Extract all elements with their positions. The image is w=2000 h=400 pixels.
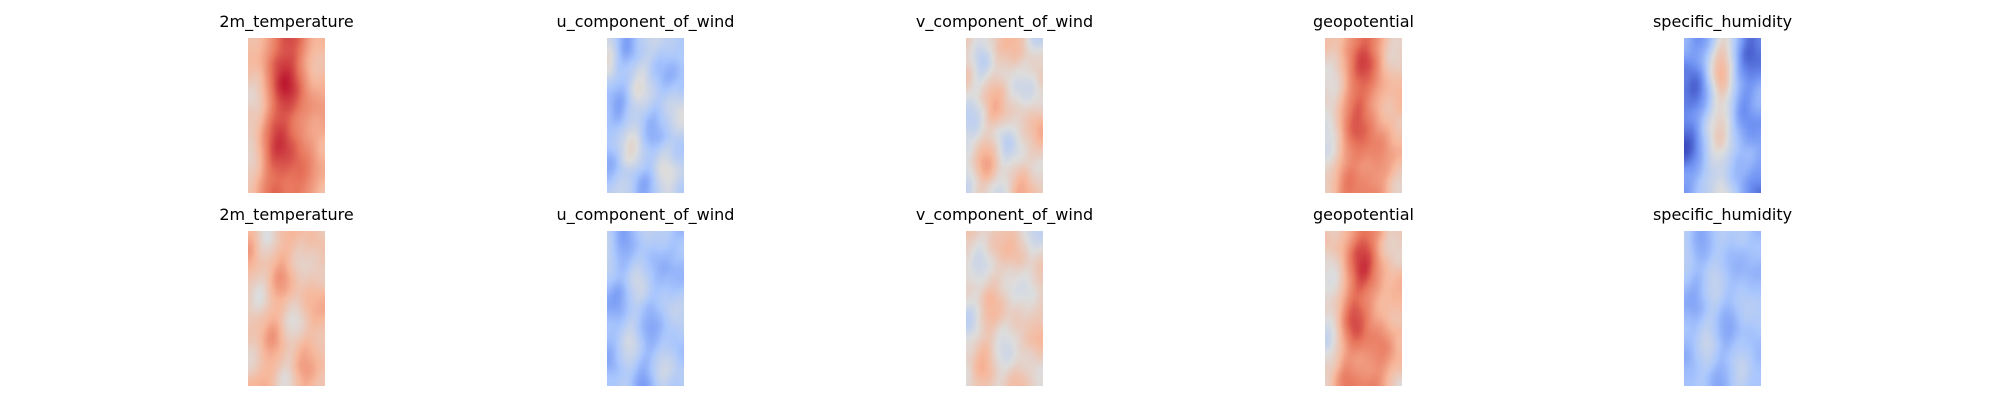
panel-row2-geopotential: geopotential [1313,205,1414,386]
panel-row2-u-component-of-wind: u_component_of_wind [557,205,734,386]
heatmap-u-component-of-wind-row2 [607,231,684,386]
panel-row1-u-component-of-wind: u_component_of_wind [557,12,734,193]
panel-row2-2m-temperature: 2m_temperature [219,205,354,386]
panel-title: geopotential [1313,205,1414,224]
panel-title: v_component_of_wind [915,12,1094,31]
panel-title: u_component_of_wind [556,205,735,224]
panel-title: 2m_temperature [219,12,354,31]
panel-row1-v-component-of-wind: v_component_of_wind [916,12,1093,193]
panel-title: 2m_temperature [219,205,354,224]
panel-title: v_component_of_wind [915,205,1094,224]
panel-title: specific_humidity [1652,12,1793,31]
heatmap-geopotential-row1 [1325,38,1402,193]
panel-row2-v-component-of-wind: v_component_of_wind [916,205,1093,386]
heatmap-2m-temperature-row1 [248,38,325,193]
panel-title: u_component_of_wind [556,12,735,31]
heatmap-specific-humidity-row2 [1684,231,1761,386]
heatmap-geopotential-row2 [1325,231,1402,386]
heatmap-v-component-of-wind-row1 [966,38,1043,193]
heatmap-u-component-of-wind-row1 [607,38,684,193]
panel-row1-2m-temperature: 2m_temperature [219,12,354,193]
panel-row1-specific-humidity: specific_humidity [1653,12,1792,193]
panel-title: specific_humidity [1652,205,1793,224]
panel-row2-specific-humidity: specific_humidity [1653,205,1792,386]
heatmap-2m-temperature-row2 [248,231,325,386]
panel-row1-geopotential: geopotential [1313,12,1414,193]
heatmap-v-component-of-wind-row2 [966,231,1043,386]
panel-title: geopotential [1313,12,1414,31]
heatmap-specific-humidity-row1 [1684,38,1761,193]
